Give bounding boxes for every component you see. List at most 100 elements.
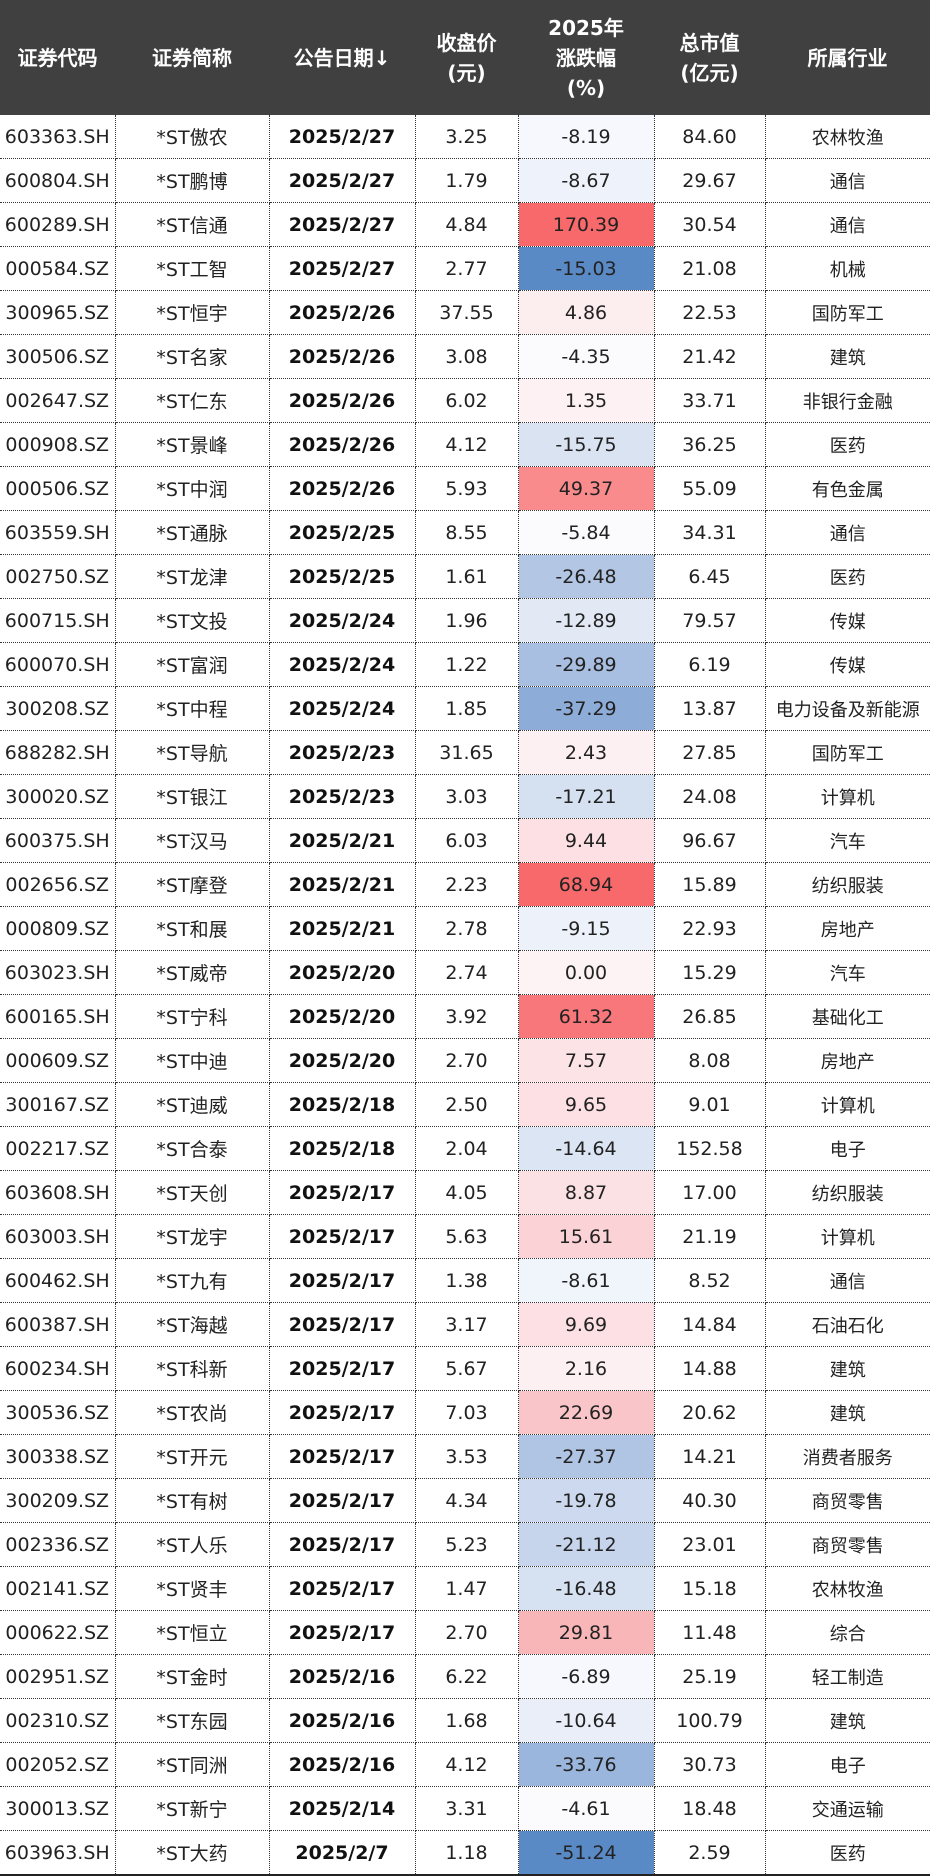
close-price-cell: 2.23 xyxy=(415,862,519,907)
code-cell: 600715.SH xyxy=(0,598,116,643)
close-price-cell: 3.53 xyxy=(415,1434,519,1479)
name-cell: *ST名家 xyxy=(115,334,270,379)
industry-cell: 计算机 xyxy=(765,774,930,819)
code-cell: 300020.SZ xyxy=(0,774,116,819)
table-row: 688282.SH *ST导航 2025/2/23 31.65 2.43 27.85 国防军… xyxy=(0,730,930,775)
market-cap-cell: 17.00 xyxy=(654,1170,766,1215)
market-cap-cell: 15.18 xyxy=(654,1566,766,1611)
table-row: 000506.SZ *ST中润 2025/2/26 5.93 49.37 55.09 有色金… xyxy=(0,466,930,511)
industry-cell: 房地产 xyxy=(765,1038,930,1083)
table-row: 300338.SZ *ST开元 2025/2/17 3.53 -27.37 14.21 消费… xyxy=(0,1434,930,1479)
date-cell: 2025/2/26 xyxy=(269,290,416,335)
name-cell: *ST东园 xyxy=(115,1698,270,1743)
code-cell: 300167.SZ xyxy=(0,1082,116,1127)
table-row: 600715.SH *ST文投 2025/2/24 1.96 -12.89 79.57 传媒 xyxy=(0,598,930,643)
name-cell: *ST景峰 xyxy=(115,422,270,467)
change-pct-cell: 0.00 xyxy=(518,950,655,995)
date-cell: 2025/2/17 xyxy=(269,1346,416,1391)
change-pct-cell: 61.32 xyxy=(518,994,655,1039)
market-cap-cell: 100.79 xyxy=(654,1698,766,1743)
close-price-cell: 7.03 xyxy=(415,1390,519,1435)
industry-cell: 传媒 xyxy=(765,598,930,643)
date-cell: 2025/2/16 xyxy=(269,1698,416,1743)
industry-cell: 国防军工 xyxy=(765,730,930,775)
close-price-cell: 4.84 xyxy=(415,202,519,247)
code-cell: 600387.SH xyxy=(0,1302,116,1347)
table-row: 603003.SH *ST龙宇 2025/2/17 5.63 15.61 21.19 计算机 xyxy=(0,1214,930,1259)
code-cell: 000584.SZ xyxy=(0,246,116,291)
name-cell: *ST宁科 xyxy=(115,994,270,1039)
market-cap-cell: 2.59 xyxy=(654,1830,766,1876)
industry-cell: 石油石化 xyxy=(765,1302,930,1347)
code-cell: 600234.SH xyxy=(0,1346,116,1391)
code-cell: 300965.SZ xyxy=(0,290,116,335)
date-cell: 2025/2/18 xyxy=(269,1082,416,1127)
change-pct-cell: -17.21 xyxy=(518,774,655,819)
name-cell: *ST九有 xyxy=(115,1258,270,1303)
name-cell: *ST和展 xyxy=(115,906,270,951)
name-cell: *ST摩登 xyxy=(115,862,270,907)
close-price-cell: 2.04 xyxy=(415,1126,519,1171)
change-pct-cell: -4.35 xyxy=(518,334,655,379)
table-row: 000584.SZ *ST工智 2025/2/27 2.77 -15.03 21.08 机械 xyxy=(0,246,930,291)
close-price-cell: 3.25 xyxy=(415,115,519,159)
column-header: 收盘价 (元) xyxy=(415,0,518,115)
code-cell: 603003.SH xyxy=(0,1214,116,1259)
close-price-cell: 6.02 xyxy=(415,378,519,423)
name-cell: *ST文投 xyxy=(115,598,270,643)
industry-cell: 通信 xyxy=(765,1258,930,1303)
table-row: 603363.SH *ST傲农 2025/2/27 3.25 -8.19 84.60 农林牧… xyxy=(0,115,930,159)
name-cell: *ST信通 xyxy=(115,202,270,247)
code-cell: 000622.SZ xyxy=(0,1610,116,1655)
column-header-line: (%) xyxy=(566,75,606,100)
table-row: 603963.SH *ST大药 2025/2/7 1.18 -51.24 2.59 医药 xyxy=(0,1830,930,1876)
market-cap-cell: 36.25 xyxy=(654,422,766,467)
change-pct-cell: 1.35 xyxy=(518,378,655,423)
name-cell: *ST工智 xyxy=(115,246,270,291)
column-header[interactable]: 公告日期↓ xyxy=(269,0,415,115)
market-cap-cell: 79.57 xyxy=(654,598,766,643)
date-cell: 2025/2/24 xyxy=(269,642,416,687)
column-header-line: 总市值 xyxy=(679,30,740,55)
market-cap-cell: 152.58 xyxy=(654,1126,766,1171)
industry-cell: 计算机 xyxy=(765,1082,930,1127)
column-header-line: 证券代码 xyxy=(17,45,98,70)
industry-cell: 汽车 xyxy=(765,818,930,863)
code-cell: 600462.SH xyxy=(0,1258,116,1303)
market-cap-cell: 26.85 xyxy=(654,994,766,1039)
date-cell: 2025/2/21 xyxy=(269,818,416,863)
close-price-cell: 3.08 xyxy=(415,334,519,379)
date-cell: 2025/2/17 xyxy=(269,1258,416,1303)
date-cell: 2025/2/26 xyxy=(269,378,416,423)
close-price-cell: 1.18 xyxy=(415,1830,519,1876)
close-price-cell: 31.65 xyxy=(415,730,519,775)
change-pct-cell: -9.15 xyxy=(518,906,655,951)
column-header-line: 2025年 xyxy=(548,15,624,40)
code-cell: 000908.SZ xyxy=(0,422,116,467)
table-row: 300536.SZ *ST农尚 2025/2/17 7.03 22.69 20.62 建筑 xyxy=(0,1390,930,1435)
date-cell: 2025/2/26 xyxy=(269,334,416,379)
date-cell: 2025/2/23 xyxy=(269,774,416,819)
close-price-cell: 3.31 xyxy=(415,1786,519,1831)
date-cell: 2025/2/17 xyxy=(269,1390,416,1435)
name-cell: *ST银江 xyxy=(115,774,270,819)
market-cap-cell: 96.67 xyxy=(654,818,766,863)
name-cell: *ST贤丰 xyxy=(115,1566,270,1611)
name-cell: *ST恒宇 xyxy=(115,290,270,335)
code-cell: 000609.SZ xyxy=(0,1038,116,1083)
change-pct-cell: 9.44 xyxy=(518,818,655,863)
industry-cell: 房地产 xyxy=(765,906,930,951)
change-pct-cell: -8.61 xyxy=(518,1258,655,1303)
close-price-cell: 8.55 xyxy=(415,510,519,555)
code-cell: 002141.SZ xyxy=(0,1566,116,1611)
change-pct-cell: 9.69 xyxy=(518,1302,655,1347)
name-cell: *ST有树 xyxy=(115,1478,270,1523)
name-cell: *ST农尚 xyxy=(115,1390,270,1435)
date-cell: 2025/2/27 xyxy=(269,202,416,247)
market-cap-cell: 13.87 xyxy=(654,686,766,731)
market-cap-cell: 30.54 xyxy=(654,202,766,247)
date-cell: 2025/2/17 xyxy=(269,1170,416,1215)
date-cell: 2025/2/20 xyxy=(269,1038,416,1083)
industry-cell: 有色金属 xyxy=(765,466,930,511)
industry-cell: 建筑 xyxy=(765,1390,930,1435)
